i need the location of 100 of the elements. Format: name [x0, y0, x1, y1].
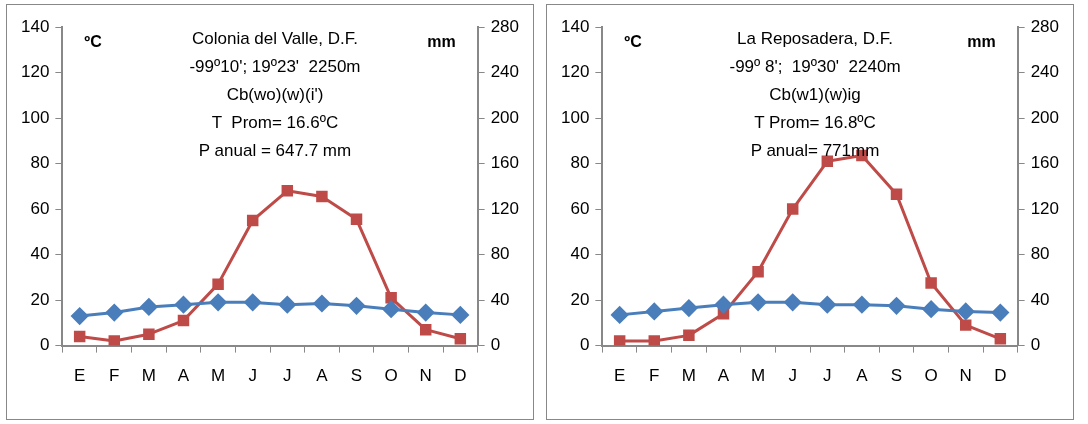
y2-axis-title: mm [967, 33, 996, 51]
x-tick-label: N [959, 366, 972, 386]
annotation: Cb(w1)(w)ig [769, 84, 861, 104]
x-tick-label: M [211, 366, 226, 386]
x-tick-label: M [751, 366, 766, 386]
x-tick-label: E [73, 366, 86, 386]
y2-tick-label: 40 [1030, 289, 1050, 309]
x-tick-label: O [924, 366, 938, 386]
x-tick-label: S [350, 366, 363, 386]
point [417, 304, 435, 322]
y-tick-label: 20 [570, 289, 590, 309]
point [385, 292, 397, 304]
point [143, 328, 155, 340]
point [922, 300, 940, 318]
annotation: P anual= 771mm [750, 140, 880, 160]
point [212, 278, 224, 290]
point [140, 298, 158, 316]
y-tick-label: 80 [30, 153, 50, 173]
y-axis-title: ºC [624, 33, 643, 51]
x-tick-label: A [856, 366, 869, 386]
point [244, 293, 262, 311]
y2-tick-label: 280 [1030, 16, 1060, 36]
point [174, 296, 192, 314]
y2-tick-label: 0 [1030, 335, 1041, 355]
point [991, 304, 1009, 322]
x-tick-label: J [823, 366, 832, 386]
x-tick-label: M [141, 366, 156, 386]
point [784, 293, 802, 311]
point [853, 296, 871, 314]
x-tick-label: A [316, 366, 329, 386]
y2-tick-label: 240 [490, 62, 520, 82]
x-tick-label: J [283, 366, 292, 386]
y-tick-label: 0 [39, 335, 50, 355]
y-tick-label: 120 [20, 62, 50, 82]
point [613, 335, 626, 346]
y-tick-label: 120 [560, 62, 590, 82]
x-tick-label: N [419, 366, 432, 386]
point [350, 213, 363, 226]
text: -99º10'; 19º23' 2250m [189, 56, 361, 76]
x-tick-label: A [717, 366, 730, 386]
annotation: T Prom= 16.6ºC [211, 112, 339, 132]
x-tick-label: J [788, 366, 797, 386]
x-tick-label: O [384, 366, 398, 386]
y-tick-label: 80 [570, 153, 590, 173]
point [209, 293, 227, 311]
y-tick-label: 20 [30, 289, 50, 309]
y2-tick-label: 120 [1030, 198, 1060, 218]
point [451, 306, 469, 324]
point [959, 319, 972, 331]
point [888, 297, 906, 315]
point [454, 333, 467, 345]
y-tick-label: 0 [579, 335, 590, 355]
point [313, 295, 331, 312]
point [278, 296, 296, 314]
y-tick-label: 40 [570, 244, 590, 264]
x-tick-label: A [177, 366, 190, 386]
point [957, 302, 975, 320]
point [680, 299, 698, 317]
y2-axis-title: mm [427, 33, 456, 51]
y-tick-label: 40 [30, 244, 50, 264]
point [683, 329, 695, 342]
y2-tick-label: 160 [1030, 153, 1060, 173]
y2-tick-label: 40 [490, 289, 510, 309]
y-axis-title: ºC [84, 33, 103, 51]
point [648, 335, 661, 346]
point [348, 297, 366, 315]
x-tick-label: F [649, 366, 660, 386]
point [818, 296, 836, 314]
x-tick-label: F [109, 366, 120, 386]
y-tick-label: 140 [560, 16, 590, 36]
point [749, 293, 767, 311]
point [73, 330, 86, 343]
point [786, 203, 799, 215]
y2-tick-label: 200 [1030, 107, 1060, 127]
y-tick-label: 100 [20, 107, 50, 127]
y2-tick-label: 0 [490, 335, 501, 355]
y-tick-label: 60 [30, 198, 50, 218]
point [419, 323, 432, 336]
y2-tick-label: 120 [490, 198, 520, 218]
y2-tick-label: 240 [1030, 62, 1060, 82]
x-tick-label: D [454, 366, 467, 386]
annotation: T Prom= 16.8ºC [754, 112, 876, 132]
point [108, 335, 121, 346]
x-tick-label: M [681, 366, 696, 386]
y2-tick-label: 80 [1030, 244, 1050, 264]
point [71, 307, 89, 325]
point [382, 300, 400, 318]
y-tick-label: 100 [560, 107, 590, 127]
text: -99º 8'; 19º30' 2240m [729, 56, 901, 76]
point [316, 190, 328, 203]
point [890, 188, 903, 201]
point [925, 277, 937, 289]
point [645, 302, 663, 320]
x-tick-label: J [248, 366, 257, 386]
point [177, 314, 190, 327]
point [752, 265, 764, 278]
y-tick-label: 140 [20, 16, 50, 36]
point [994, 333, 1007, 345]
y-tick-label: 60 [570, 198, 590, 218]
y2-tick-label: 80 [490, 244, 510, 264]
